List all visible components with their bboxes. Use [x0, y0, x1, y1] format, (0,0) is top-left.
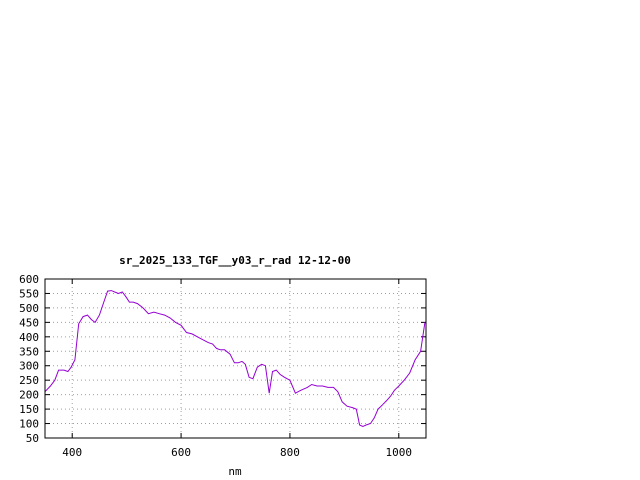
y-tick-label: 100: [19, 418, 39, 431]
x-tick-label: 400: [62, 446, 82, 459]
y-tick-label: 150: [19, 403, 39, 416]
x-tick-label: 800: [280, 446, 300, 459]
plot-frame: [44, 278, 427, 439]
series-line: [44, 290, 426, 427]
grid-lines: [45, 279, 426, 438]
x-axis-label: nm: [228, 465, 242, 478]
x-tick-label: 1000: [386, 446, 413, 459]
y-tick-label: 250: [19, 374, 39, 387]
y-tick-label: 400: [19, 331, 39, 344]
y-tick-label: 200: [19, 389, 39, 402]
y-tick-label: 550: [19, 287, 39, 300]
y-tick-label: 350: [19, 345, 39, 358]
y-tick-label: 500: [19, 302, 39, 315]
y-tick-label: 600: [19, 273, 39, 286]
y-tick-label: 50: [26, 432, 39, 445]
x-axis-ticks: 400 600 800 1000: [62, 279, 412, 459]
y-tick-label: 450: [19, 316, 39, 329]
y-tick-label: 300: [19, 360, 39, 373]
chart-title: sr_2025_133_TGF__y03_r_rad 12-12-00: [119, 254, 351, 267]
x-tick-label: 600: [171, 446, 191, 459]
